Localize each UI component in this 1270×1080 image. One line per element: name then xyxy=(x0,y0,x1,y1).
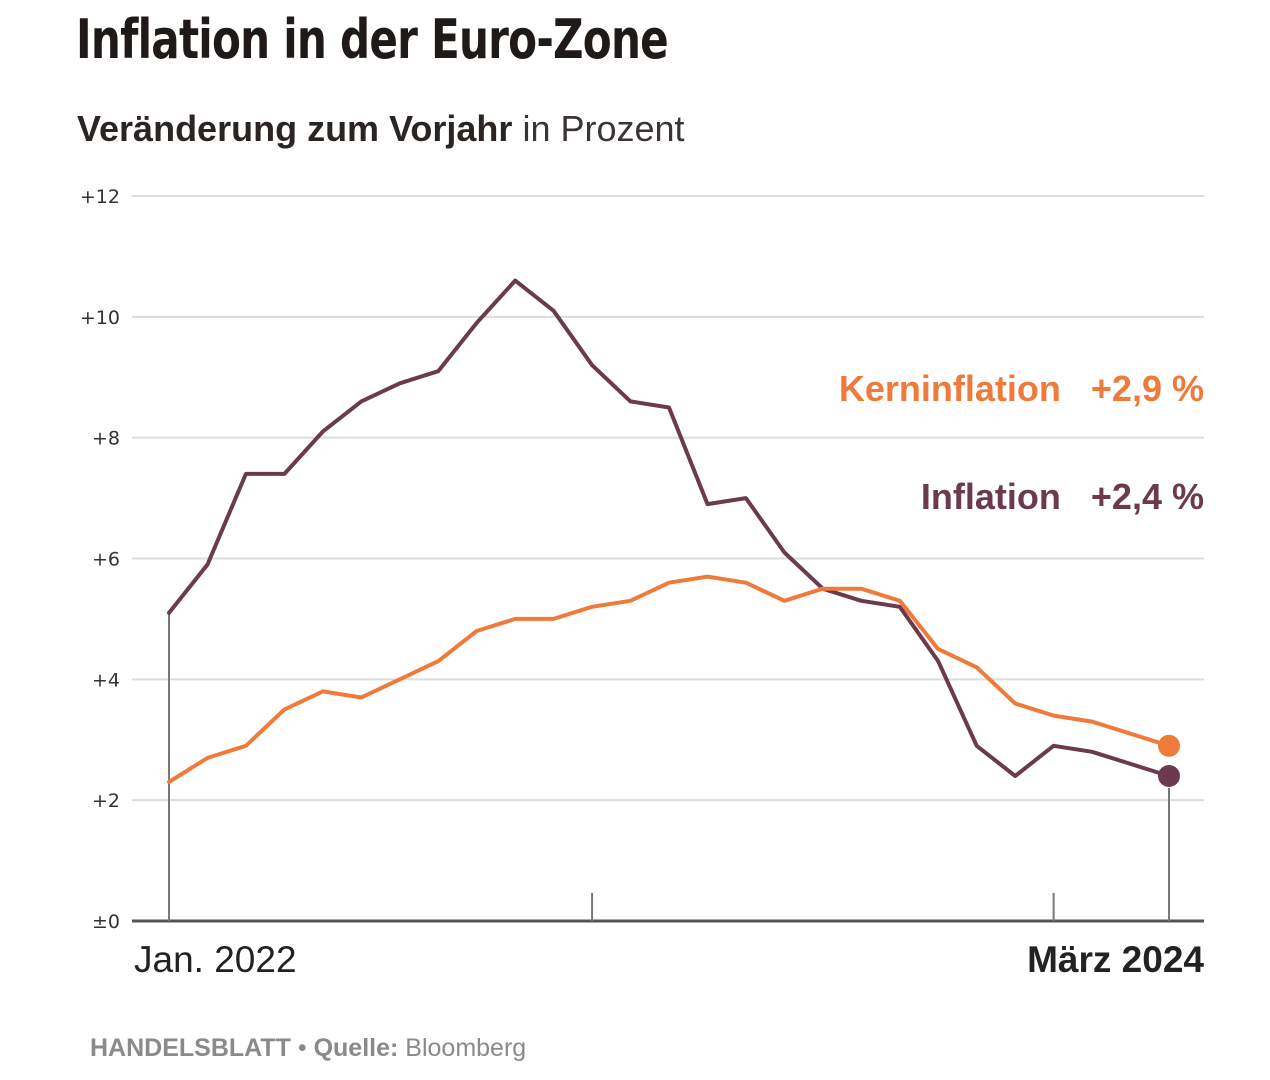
chart-title: Inflation in der Euro-Zone xyxy=(76,8,669,71)
legend-kerninflation-value: +2,9 % xyxy=(1091,368,1204,409)
series-lines xyxy=(167,278,1180,787)
y-tick-label: +2 xyxy=(92,790,120,812)
footer-separator: • xyxy=(297,1034,307,1062)
legend-kerninflation-name: Kerninflation xyxy=(839,368,1061,409)
subtitle-main: Veränderung zum Vorjahr xyxy=(77,108,513,149)
x-axis: Jan. 2022 März 2024 xyxy=(132,612,1204,980)
footer-brand: HANDELSBLATT xyxy=(90,1034,291,1062)
legend-inflation-name: Inflation xyxy=(921,476,1061,517)
footer-source-label: Quelle: xyxy=(313,1034,399,1062)
y-tick-label: ±0 xyxy=(92,911,120,933)
footer-source: Bloomberg xyxy=(405,1034,527,1062)
legend: Kerninflation +2,9 % Inflation +2,4 % xyxy=(839,368,1204,517)
subtitle-unit: in Prozent xyxy=(522,108,685,149)
chart-subtitle: Veränderung zum Vorjahr in Prozent xyxy=(77,108,685,150)
x-tick-label: März 2024 xyxy=(1027,939,1204,980)
end-marker-inflation xyxy=(1158,765,1180,787)
y-axis-ticks: ±0 +2 +4 +6 +8 +10 +12 xyxy=(80,186,120,933)
y-tick-label: +10 xyxy=(80,307,120,329)
y-tick-label: +4 xyxy=(92,669,120,691)
y-tick-label: +6 xyxy=(92,549,120,571)
y-tick-label: +12 xyxy=(80,186,120,208)
series-line-inflation xyxy=(167,278,1171,778)
source-footer: HANDELSBLATT • Quelle: Bloomberg xyxy=(90,1034,526,1063)
legend-kerninflation: Kerninflation +2,9 % xyxy=(839,368,1204,409)
y-tick-label: +8 xyxy=(92,428,120,450)
gridlines xyxy=(132,195,1204,802)
end-marker-kerninflation xyxy=(1158,734,1180,757)
legend-inflation: Inflation +2,4 % xyxy=(921,476,1204,517)
series-line-kerninflation xyxy=(167,574,1171,784)
x-tick-label: Jan. 2022 xyxy=(134,939,297,980)
legend-inflation-value: +2,4 % xyxy=(1091,476,1204,517)
